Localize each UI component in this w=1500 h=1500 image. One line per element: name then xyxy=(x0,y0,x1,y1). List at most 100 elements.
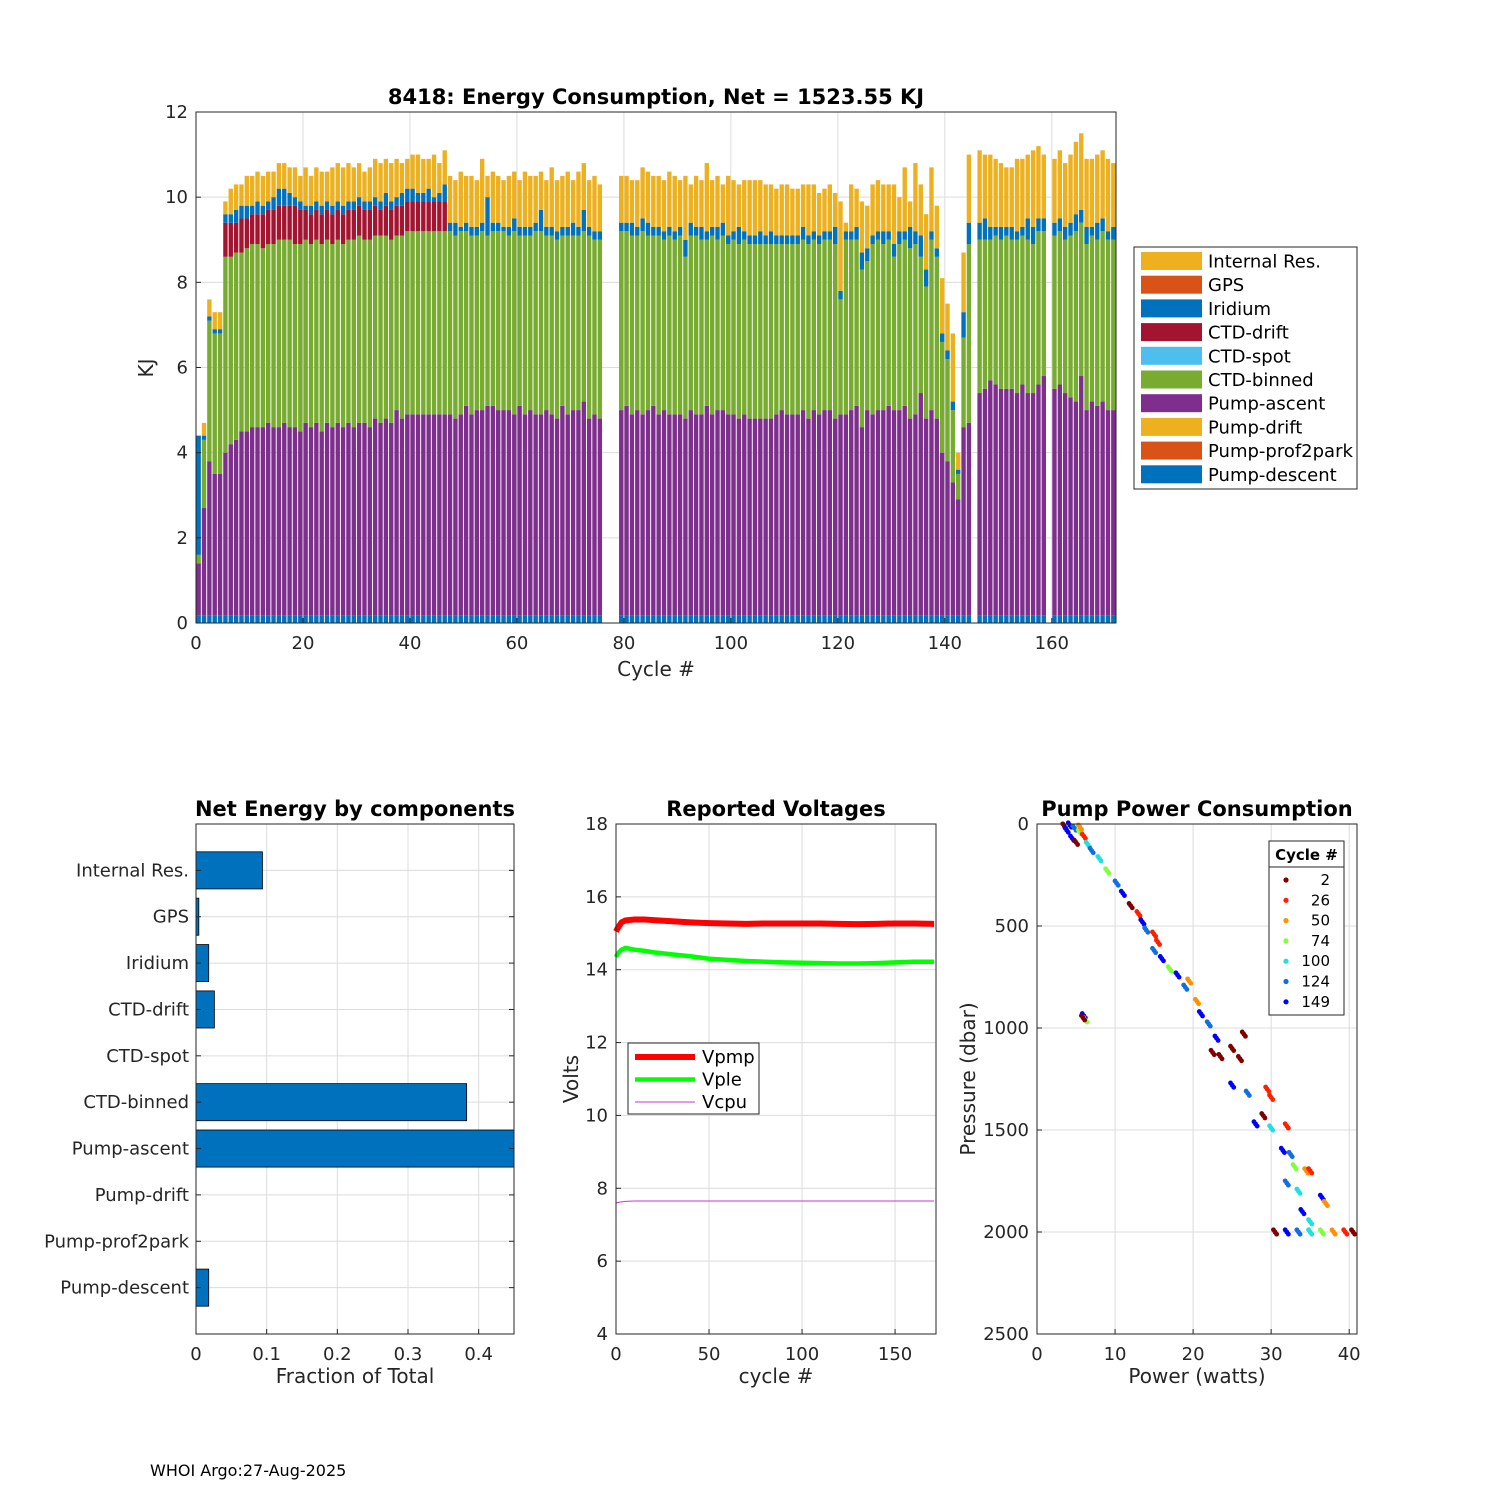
fraction-xtick-label: 0.1 xyxy=(252,1344,281,1365)
energy-bar-iridium xyxy=(865,248,870,262)
energy-bar-iridium xyxy=(249,205,255,215)
fraction-category-label: CTD-drift xyxy=(108,999,189,1020)
energy-bar-ctd-binned xyxy=(640,231,645,415)
energy-bar-internal-res xyxy=(544,180,549,227)
energy-bar-ctd-binned xyxy=(784,244,790,415)
energy-bar-internal-res xyxy=(201,422,207,436)
energy-bar-iridium xyxy=(667,226,672,236)
pump-title: Pump Power Consumption xyxy=(1041,797,1352,821)
energy-bar-internal-res xyxy=(870,184,875,236)
energy-bar-pump-ascent xyxy=(822,410,827,616)
voltage-ytick-label: 6 xyxy=(597,1251,608,1272)
fraction-category-label: Pump-ascent xyxy=(72,1139,189,1160)
energy-bar-iridium xyxy=(276,188,282,206)
energy-bar-iridium xyxy=(463,222,469,232)
energy-bar-iridium xyxy=(897,231,902,245)
pump-point xyxy=(1098,858,1104,864)
energy-bar-iridium xyxy=(806,235,811,245)
pump-point xyxy=(1137,913,1143,919)
energy-bar-internal-res xyxy=(891,184,897,245)
energy-bar-iridium xyxy=(287,192,292,206)
energy-bar-pump-ascent xyxy=(367,427,373,616)
voltage-ytick-label: 4 xyxy=(597,1324,608,1345)
energy-bar-ctd-binned xyxy=(939,341,945,453)
energy-bar-pump-descent xyxy=(891,615,897,623)
energy-bar-pump-descent xyxy=(715,615,720,623)
energy-bar-ctd-drift xyxy=(266,209,271,245)
energy-bar-iridium xyxy=(923,269,929,287)
energy-bar-pump-descent xyxy=(886,615,891,623)
pump-ytick-label: 2000 xyxy=(983,1222,1029,1243)
energy-bar-pump-ascent xyxy=(399,418,405,616)
pump-point xyxy=(1321,1231,1326,1237)
energy-bar-pump-ascent xyxy=(838,414,843,616)
energy-bar-pump-descent xyxy=(512,615,517,623)
energy-bar-pump-descent xyxy=(827,615,833,623)
energy-bar-iridium xyxy=(367,201,373,210)
energy-bar-pump-descent xyxy=(870,615,875,623)
voltage-xtick-label: 100 xyxy=(785,1344,819,1365)
energy-bar-iridium xyxy=(362,201,367,210)
energy-bar-pump-ascent xyxy=(881,410,886,616)
energy-bar-ctd-binned xyxy=(356,235,362,423)
energy-bar-pump-ascent xyxy=(431,414,437,616)
energy-bar-pump-ascent xyxy=(394,410,399,616)
energy-bar-ctd-binned xyxy=(827,239,833,411)
pump-point xyxy=(1196,1001,1201,1007)
energy-bar-internal-res xyxy=(982,154,988,219)
energy-bar-ctd-binned xyxy=(1036,231,1041,385)
pump-panel: 0 10 20 30 40 0 500 1000 1500 2000 2500 Pump Power… xyxy=(956,797,1361,1388)
energy-bar-pump-descent xyxy=(875,615,881,623)
energy-bar-iridium xyxy=(597,231,603,240)
energy-bar-internal-res xyxy=(998,163,1004,227)
energy-ticks: 0 20 40 60 80 100 120 140 160 0 2 4 6 8 10 12 xyxy=(165,102,1069,654)
energy-bar-ctd-binned xyxy=(271,244,276,428)
energy-bar-internal-res xyxy=(496,175,501,223)
energy-bar-iridium xyxy=(271,197,276,210)
energy-bar-internal-res xyxy=(849,184,854,232)
energy-bar-pump-ascent xyxy=(1095,405,1100,616)
energy-bar-pump-descent xyxy=(544,615,549,623)
energy-bar-internal-res xyxy=(415,154,421,193)
energy-bar-ctd-binned xyxy=(811,239,816,411)
fraction-bar xyxy=(195,851,263,890)
energy-bar-ctd-drift xyxy=(437,201,442,232)
pump-xtick-label: 0 xyxy=(1031,1344,1042,1365)
energy-bar-pump-ascent xyxy=(977,393,982,616)
energy-bar-pump-descent xyxy=(463,615,469,623)
energy-bar-iridium xyxy=(356,197,362,206)
energy-bar-pump-descent xyxy=(816,615,822,623)
energy-bar-pump-descent xyxy=(469,615,474,623)
energy-bar-internal-res xyxy=(463,175,469,223)
energy-bar-ctd-binned xyxy=(870,244,875,415)
pump-point xyxy=(1289,1154,1295,1160)
energy-bar-pump-descent xyxy=(410,615,415,623)
energy-bar-pump-descent xyxy=(918,615,923,623)
pump-point xyxy=(1079,826,1084,832)
energy-bar-pump-ascent xyxy=(934,418,940,616)
energy-bar-ctd-binned xyxy=(1100,231,1105,402)
energy-xtick-label: 140 xyxy=(928,633,962,654)
energy-bar-ctd-binned xyxy=(747,244,752,419)
energy-bar-pump-descent xyxy=(528,615,533,623)
energy-bar-iridium xyxy=(554,231,560,240)
pump-point xyxy=(1309,1221,1315,1227)
energy-bar-ctd-binned xyxy=(298,244,303,432)
energy-bar-internal-res xyxy=(308,175,314,206)
energy-bar-internal-res xyxy=(351,167,356,202)
energy-bar-pump-ascent xyxy=(1079,376,1084,616)
energy-bar-iridium xyxy=(479,222,485,232)
energy-bar-pump-ascent xyxy=(1084,410,1089,616)
energy-bar-internal-res xyxy=(956,452,961,470)
energy-bar-pump-ascent xyxy=(340,427,346,616)
energy-bar-internal-res xyxy=(479,158,485,223)
energy-bar-iridium xyxy=(1089,226,1095,236)
pump-point xyxy=(1293,1166,1299,1172)
energy-bar-iridium xyxy=(223,214,228,223)
energy-bar-iridium xyxy=(490,222,496,232)
voltage-ytick-label: 10 xyxy=(585,1105,608,1126)
energy-bar-ctd-binned xyxy=(292,244,298,428)
energy-bar-pump-ascent xyxy=(469,414,474,616)
energy-bar-iridium xyxy=(266,201,271,210)
